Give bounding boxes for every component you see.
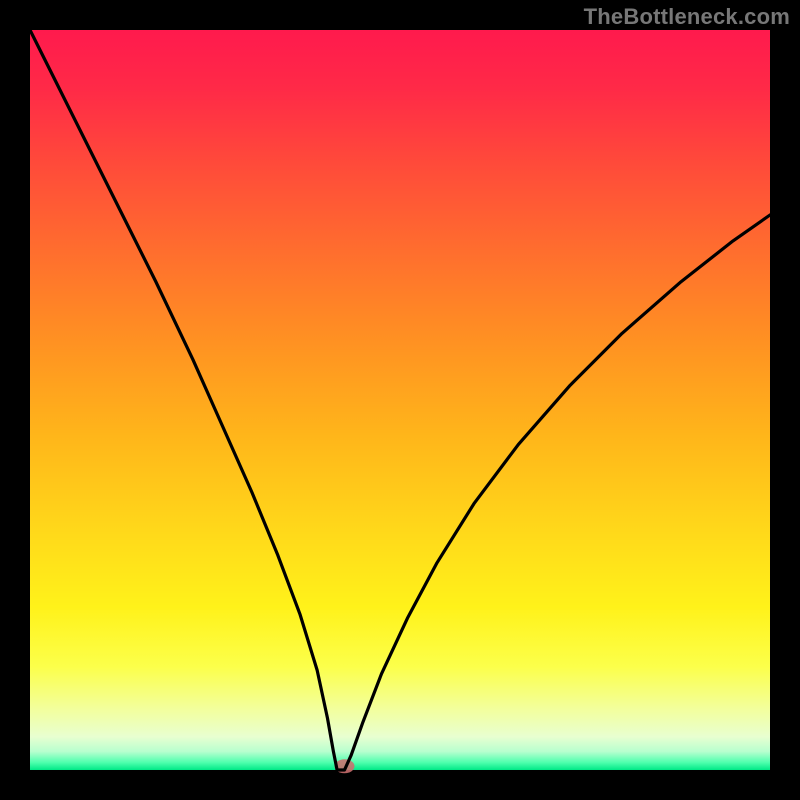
watermark-text: TheBottleneck.com bbox=[584, 4, 790, 30]
chart-container: TheBottleneck.com bbox=[0, 0, 800, 800]
bottleneck-chart bbox=[0, 0, 800, 800]
chart-background bbox=[30, 30, 770, 770]
